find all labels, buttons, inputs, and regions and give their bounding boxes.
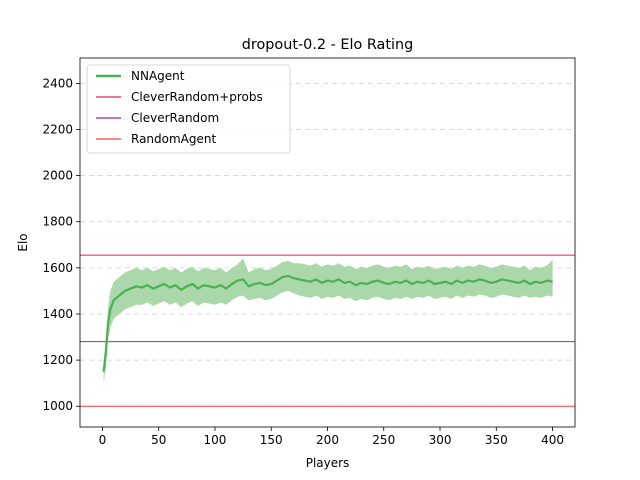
x-tick-label: 0 (99, 433, 107, 447)
series-layer (102, 258, 553, 384)
y-tick-label: 1000 (42, 399, 73, 413)
x-tick-label: 400 (541, 433, 564, 447)
y-tick-label: 2400 (42, 76, 73, 90)
y-tick-label: 1400 (42, 307, 73, 321)
legend-label: CleverRandom+probs (131, 90, 263, 104)
legend-label: CleverRandom (131, 111, 219, 125)
y-tick-label: 2000 (42, 169, 73, 183)
x-tick-label: 300 (429, 433, 452, 447)
chart-title: dropout-0.2 - Elo Rating (242, 37, 414, 53)
y-tick-label: 2200 (42, 122, 73, 136)
x-tick-label: 350 (485, 433, 508, 447)
x-tick-label: 100 (204, 433, 227, 447)
legend-label: NNAgent (131, 69, 185, 83)
x-tick-label: 200 (316, 433, 339, 447)
x-axis-label: Players (306, 456, 350, 470)
legend: NNAgent CleverRandom+probs CleverRandom Ran… (86, 64, 291, 154)
x-tick-label: 50 (151, 433, 166, 447)
x-axis: 0 50 100 150 200 250 300 350 400 (99, 427, 564, 447)
reference-lines (80, 254, 575, 407)
legend-box (86, 64, 291, 154)
legend-label: RandomAgent (131, 132, 216, 146)
y-tick-label: 1800 (42, 215, 73, 229)
y-tick-label: 1600 (42, 261, 73, 275)
y-tick-label: 1200 (42, 353, 73, 367)
series-line (102, 274, 553, 372)
x-tick-label: 150 (260, 433, 283, 447)
y-axis-label: Elo (16, 233, 30, 251)
y-axis: 1000 1200 1400 1600 1800 2000 2200 2400 (42, 76, 80, 413)
confidence-band (103, 258, 553, 384)
x-tick-label: 250 (372, 433, 395, 447)
